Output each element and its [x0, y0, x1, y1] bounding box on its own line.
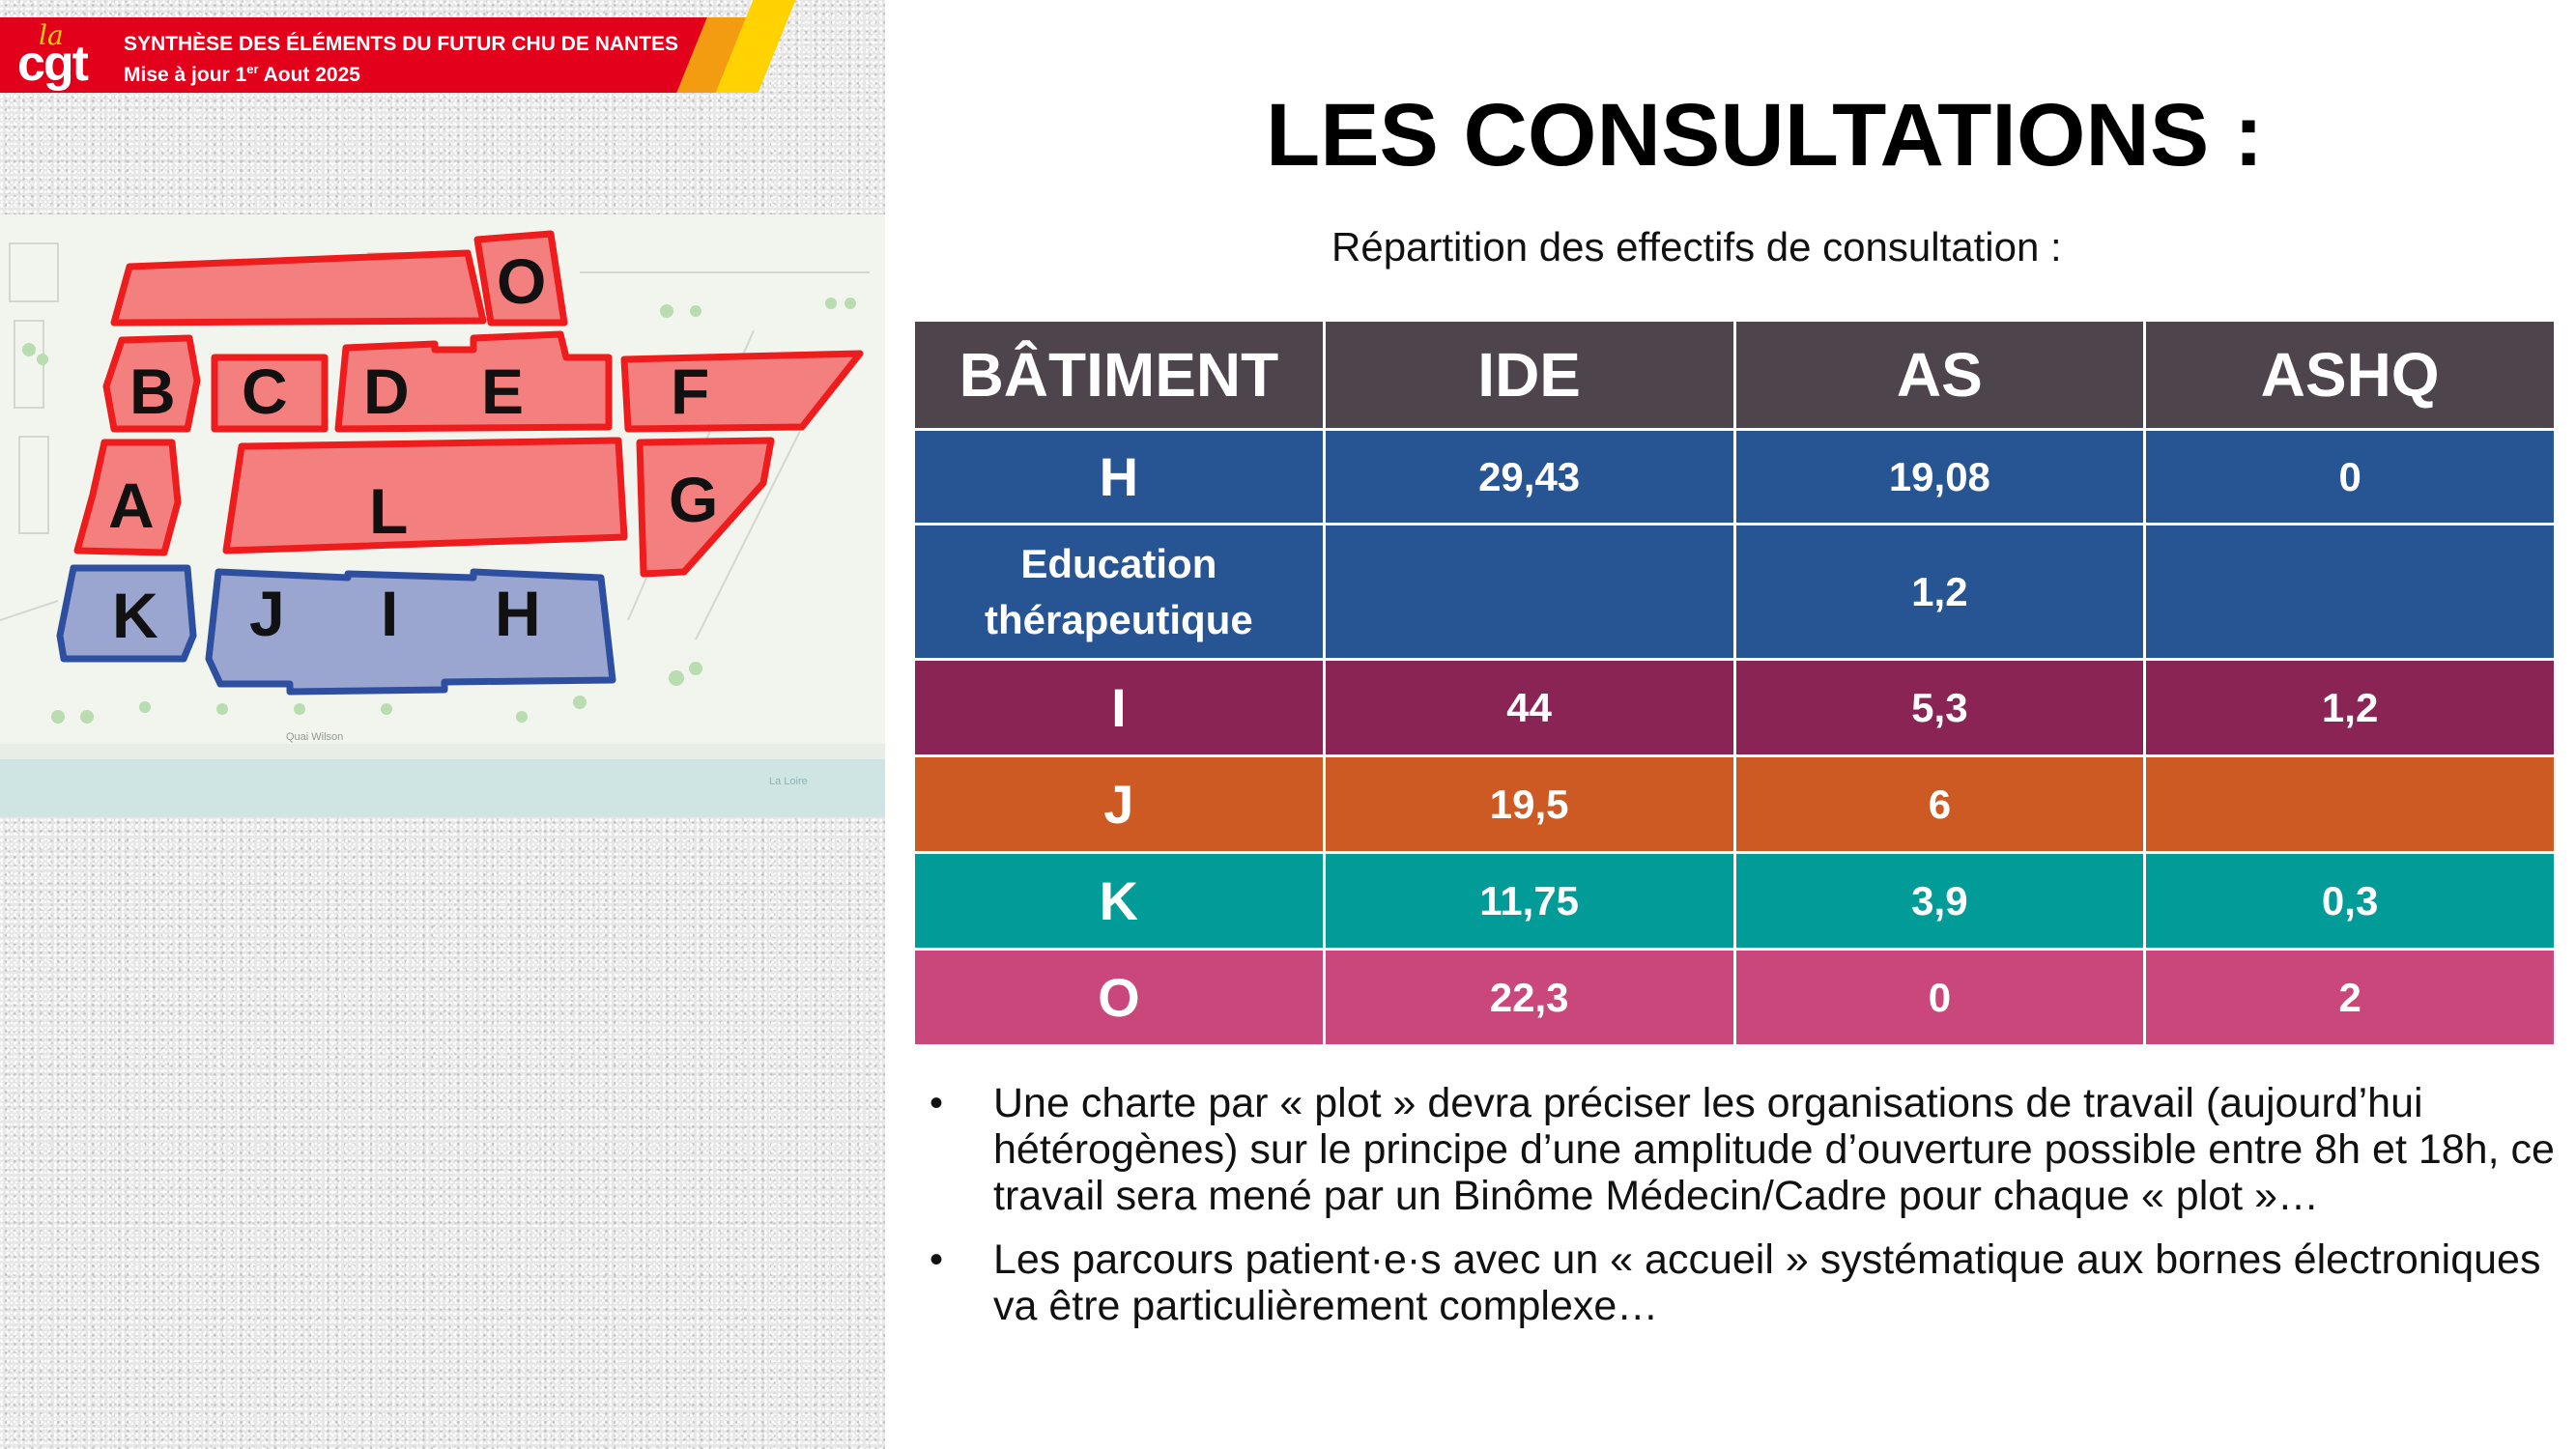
logo-cgt: cgt	[17, 36, 89, 92]
bullet-marker: •	[930, 1082, 944, 1124]
cell-as: 1,2	[1732, 523, 2147, 661]
cell-ashq: 1,2	[2143, 658, 2557, 757]
cell-batiment: J	[912, 754, 1326, 854]
map-street-label: Quai Wilson	[286, 731, 343, 743]
table-row: O 22,3 0 2	[912, 948, 2557, 1047]
table-row: K 11,75 3,9 0,3	[912, 851, 2557, 951]
cell-ide: 44	[1322, 658, 1736, 757]
map-label-K: K	[112, 580, 158, 651]
bullet-list: • Une charte par « plot » devra préciser…	[928, 1080, 2561, 1347]
bullet-marker: •	[930, 1238, 944, 1281]
cell-ashq	[2143, 754, 2557, 854]
cell-ide: 19,5	[1322, 754, 1736, 854]
building-C	[211, 354, 329, 433]
cell-ashq: 2	[2143, 948, 2557, 1047]
cell-as: 19,08	[1732, 428, 2147, 526]
map-river-label: La Loire	[769, 776, 808, 787]
table-row: J 19,5 6	[912, 754, 2557, 854]
banner-title: SYNTHÈSE DES ÉLÉMENTS DU FUTUR CHU DE NA…	[124, 33, 679, 55]
site-map: Quai Wilson La Loire O B C D E F A	[0, 214, 885, 817]
map-label-J: J	[249, 578, 285, 649]
cell-ashq: 0	[2143, 428, 2557, 526]
cell-batiment: H	[912, 428, 1326, 526]
page-title: LES CONSULTATIONS :	[1266, 86, 2264, 185]
building-A	[73, 439, 182, 556]
cell-batiment: O	[912, 948, 1326, 1047]
map-label-C: C	[242, 355, 288, 427]
logo-la: la	[39, 19, 64, 51]
header-ashq: ASHQ	[2143, 319, 2557, 431]
staffing-table: BÂTIMENT IDE AS ASHQ H 29,43 19,08 0 Edu…	[912, 319, 2557, 1047]
bullet-text: Les parcours patient·e·s avec un « accue…	[993, 1236, 2541, 1329]
header-as: AS	[1732, 319, 2147, 431]
table-row: H 29,43 19,08 0	[912, 428, 2557, 526]
map-label-D: D	[363, 355, 410, 427]
cell-ashq: 0,3	[2143, 851, 2557, 951]
table-row: I 44 5,3 1,2	[912, 658, 2557, 757]
bullet-text: Une charte par « plot » devra préciser l…	[993, 1080, 2555, 1219]
map-label-E: E	[481, 355, 524, 427]
building-JIH	[205, 568, 616, 696]
cell-batiment: K	[912, 851, 1326, 951]
header-batiment: BÂTIMENT	[912, 319, 1326, 431]
building-B	[102, 334, 201, 433]
banner-date: Mise à jour 1er Aout 2025	[124, 62, 360, 86]
cell-batiment: I	[912, 658, 1326, 757]
bullet-item: • Une charte par « plot » devra préciser…	[928, 1080, 2561, 1219]
cell-batiment: Education thérapeutique	[912, 523, 1326, 661]
building-K	[56, 564, 197, 663]
cell-as: 3,9	[1732, 851, 2147, 951]
building-DE	[334, 330, 613, 433]
cell-as: 0	[1732, 948, 2147, 1047]
building-long-top	[110, 249, 487, 327]
cell-ashq	[2143, 523, 2557, 661]
building-G	[636, 437, 775, 578]
map-label-O: O	[497, 245, 546, 317]
building-O	[473, 230, 568, 327]
map-label-L: L	[369, 475, 408, 547]
cell-ide: 11,75	[1322, 851, 1736, 951]
map-label-I: I	[381, 578, 398, 649]
bullet-item: • Les parcours patient·e·s avec un « acc…	[928, 1236, 2561, 1329]
cell-as: 5,3	[1732, 658, 2147, 757]
cell-ide: 22,3	[1322, 948, 1736, 1047]
map-label-A: A	[108, 469, 155, 541]
map-label-G: G	[669, 464, 718, 535]
map-label-B: B	[129, 355, 176, 427]
table-row: Education thérapeutique 1,2	[912, 523, 2557, 661]
table-header-row: BÂTIMENT IDE AS ASHQ	[912, 319, 2557, 431]
page-subtitle: Répartition des effectifs de consultatio…	[1331, 224, 2062, 270]
header-ide: IDE	[1322, 319, 1736, 431]
building-F	[620, 350, 864, 433]
header-banner	[0, 17, 734, 93]
cell-ide	[1322, 523, 1736, 661]
map-label-H: H	[495, 578, 541, 649]
building-L	[222, 437, 628, 554]
map-label-F: F	[671, 355, 709, 427]
cell-as: 6	[1732, 754, 2147, 854]
cell-ide: 29,43	[1322, 428, 1736, 526]
